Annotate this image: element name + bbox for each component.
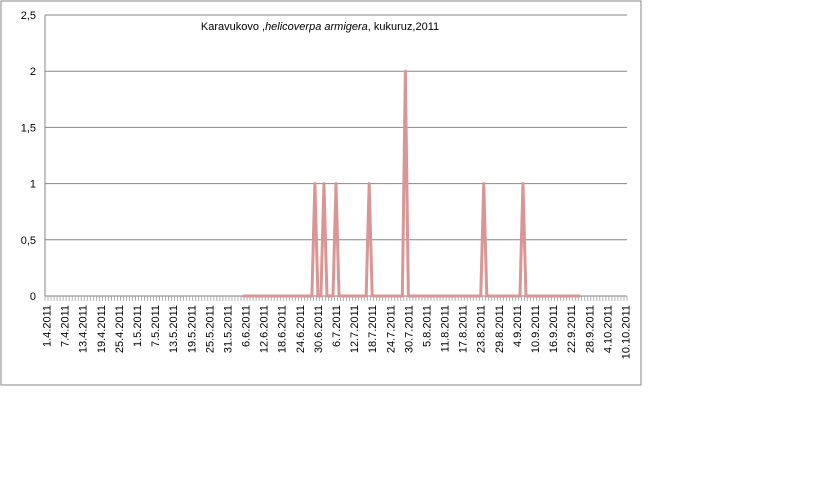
x-tick-label: 10.9.2011 [530,305,542,353]
x-tick-label: 16.9.2011 [548,305,560,353]
x-tick-label: 6.6.2011 [241,305,253,347]
data-line [242,69,581,298]
x-tick-label: 18.6.2011 [277,305,289,353]
y-tick-label: 2 [30,66,36,78]
x-tick-label: 28.9.2011 [584,305,596,353]
x-tick-label: 6.7.2011 [331,305,343,347]
x-tick-label: 13.4.2011 [78,305,90,353]
y-tick-label: 0 [30,291,36,303]
x-tick-label: 19.4.2011 [96,305,108,353]
x-tick-label: 12.6.2011 [259,305,271,353]
x-tick-label: 4.9.2011 [512,305,524,347]
x-tick-label: 7.5.2011 [150,305,162,347]
x-tick-label: 18.7.2011 [367,305,379,353]
chart-frame [0,0,642,386]
chart-title: Karavukovo ,helicoverpa armigera, kukuru… [201,21,439,33]
y-tick-label: 1 [30,179,36,191]
x-tick-label: 23.8.2011 [476,305,488,353]
x-tick-label: 1.5.2011 [132,305,144,347]
x-tick-label: 4.10.2011 [602,305,614,353]
x-tick-label: 25.4.2011 [114,305,126,353]
x-tick-label: 30.7.2011 [403,305,415,353]
x-tick-label: 13.5.2011 [168,305,180,353]
y-tick-label: 0,5 [21,235,36,247]
x-tick-label: 7.4.2011 [60,305,72,347]
x-tick-label: 24.6.2011 [295,305,307,353]
y-tick-label: 1,5 [21,122,36,134]
x-tick-label: 19.5.2011 [186,305,198,353]
x-tick-label: 25.5.2011 [204,305,216,353]
x-tick-label: 5.8.2011 [421,305,433,347]
x-tick-label: 12.7.2011 [349,305,361,353]
x-tick-label: 29.8.2011 [494,305,506,353]
x-tick-label: 11.8.2011 [440,305,452,352]
x-tick-label: 24.7.2011 [385,305,397,353]
x-tick-label: 1.4.2011 [42,305,54,347]
x-tick-label: 10.10.2011 [620,305,632,359]
title-part: Karavukovo , [201,21,265,33]
x-tick-label: 31.5.2011 [222,305,234,353]
x-tick-label: 22.9.2011 [566,305,578,353]
y-tick-label: 2,5 [21,10,36,22]
title-part: , kukuruz,2011 [368,21,439,33]
x-tick-label: 30.6.2011 [313,305,325,353]
x-tick-label: 17.8.2011 [458,305,470,353]
title-species: helicoverpa armigera [265,21,368,33]
